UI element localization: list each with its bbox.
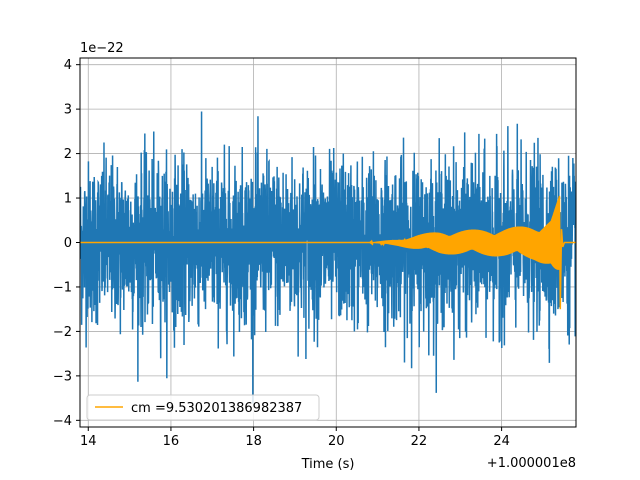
y-tick-label: −1 — [53, 280, 72, 295]
noise-series-line — [80, 111, 576, 404]
x-tick-label: 24 — [493, 434, 510, 449]
y-axis-exponent: 1e−22 — [80, 41, 124, 56]
chirp-series-line — [80, 195, 576, 310]
y-tick-label: 3 — [64, 103, 72, 118]
x-tick-label: 22 — [411, 434, 428, 449]
y-tick-label: 2 — [64, 147, 72, 162]
x-axis-label: Time (s) — [301, 457, 355, 472]
x-tick-label: 16 — [163, 434, 180, 449]
y-tick-label: −2 — [53, 325, 72, 340]
legend-label: cm =9.530201386982387 — [131, 401, 302, 416]
x-tick-label: 20 — [328, 434, 345, 449]
legend-box — [86, 394, 320, 421]
x-tick-label: 18 — [245, 434, 262, 449]
x-axis-offset: +1.000001e8 — [487, 456, 576, 471]
y-tick-label: −4 — [53, 414, 72, 429]
legend: cm =9.530201386982387 — [86, 394, 320, 421]
y-tick-label: 4 — [64, 58, 72, 73]
x-tick-label: 14 — [80, 434, 97, 449]
y-tick-label: 0 — [64, 236, 72, 251]
plot-area: 14 16 18 20 22 24 −4 −3 −2 −1 0 1 2 3 4 cm =9.530201386… — [53, 57, 577, 449]
y-tick-label: −3 — [53, 369, 72, 384]
y-tick-label: 1 — [64, 192, 72, 207]
